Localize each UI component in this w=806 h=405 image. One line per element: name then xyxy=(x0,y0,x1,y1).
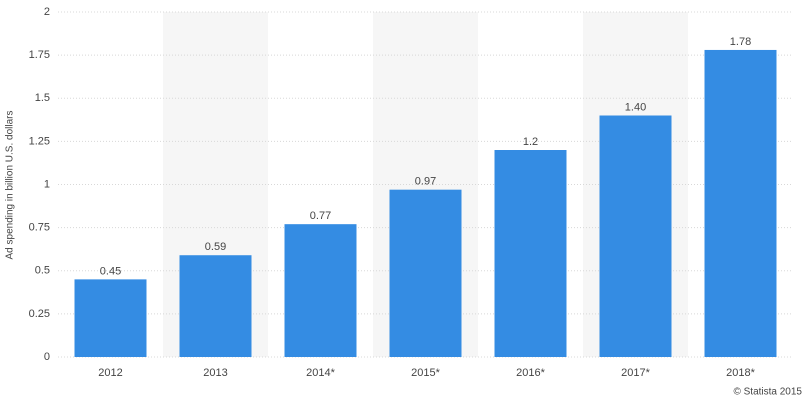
value-label: 0.59 xyxy=(205,241,226,253)
bar xyxy=(704,49,777,357)
x-tick-label: 2017* xyxy=(621,367,650,379)
bar xyxy=(179,255,252,357)
value-label: 1.40 xyxy=(625,101,646,113)
y-axis-label: Ad spending in billion U.S. dollars xyxy=(5,111,16,260)
bar xyxy=(599,115,672,357)
bar xyxy=(74,279,147,357)
value-label: 0.97 xyxy=(415,176,436,188)
value-label: 0.45 xyxy=(100,265,121,277)
x-tick-label: 2013 xyxy=(203,367,227,379)
y-tick-label: 0.75 xyxy=(29,222,50,234)
bar xyxy=(389,189,462,357)
x-tick-label: 2014* xyxy=(306,367,335,379)
value-label: 0.77 xyxy=(310,210,331,222)
y-tick-label: 0.5 xyxy=(35,265,50,277)
x-tick-label: 2018* xyxy=(726,367,755,379)
bar xyxy=(494,150,567,357)
y-tick-label: 1 xyxy=(44,178,50,190)
value-label: 1.2 xyxy=(523,136,538,148)
x-tick-label: 2015* xyxy=(411,367,440,379)
y-tick-label: 2 xyxy=(44,6,50,18)
y-tick-label: 1.25 xyxy=(29,135,50,147)
x-tick-label: 2016* xyxy=(516,367,545,379)
y-tick-label: 1.75 xyxy=(29,49,50,61)
y-tick-label: 0 xyxy=(44,351,50,363)
value-label: 1.78 xyxy=(730,36,751,48)
bar xyxy=(284,224,357,357)
source: © Statista 2015 xyxy=(733,387,802,398)
x-tick-label: 2012 xyxy=(98,367,122,379)
y-tick-label: 0.25 xyxy=(29,308,50,320)
y-tick-label: 1.5 xyxy=(35,92,50,104)
